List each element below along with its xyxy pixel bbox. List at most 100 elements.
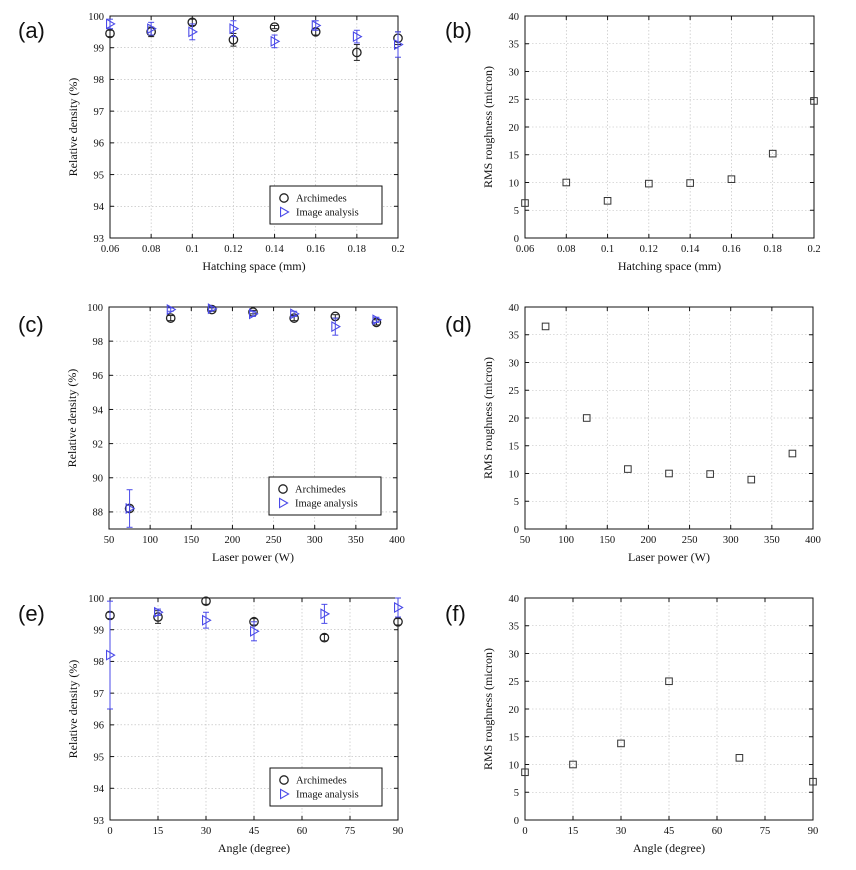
x-tick-label: 45 [249,826,260,837]
y-tick-label: 94 [93,405,104,416]
legend-marker [279,193,289,203]
data-point [106,649,116,661]
x-tick-label: 50 [520,535,531,546]
y-tick-label: 100 [88,594,104,605]
chart-panel-a: (a) 0.06 0.08 0.1 0.12 0.14 0.16 0.18 0.2 93 94 95 9… [18,12,405,273]
legend-box [268,476,382,516]
y-axis-label: Relative density (%) [66,78,80,177]
data-point [269,22,280,32]
y-tick-label: 15 [509,733,520,744]
y-axis-label: Relative density (%) [66,660,80,759]
legend-marker [280,788,290,800]
data-point [706,470,714,478]
y-axis-label: Relative density (%) [65,369,79,468]
x-tick-label: 250 [266,535,282,546]
panel-label: (e) [18,601,45,626]
legend: Archimedes Image analysis [269,185,383,225]
x-tick-label: 0.14 [265,244,284,255]
y-tick-label: 30 [509,358,520,369]
y-tick-label: 30 [509,67,520,78]
y-tick-label: 10 [509,178,520,189]
x-tick-label: 30 [616,826,627,837]
x-tick-label: 0.2 [391,244,404,255]
data-point [665,677,673,686]
data-point [249,308,259,320]
y-tick-label: 25 [509,677,520,688]
chart-panel-c: (c) 50 100 150 200 250 300 350 400 88 90 92 94 96 98 10… [18,303,405,564]
data-point [202,614,212,626]
x-tick-label: 50 [104,535,115,546]
legend: Archimedes Image analysis [269,767,383,807]
y-tick-label: 35 [509,40,520,51]
x-tick-label: 30 [201,826,212,837]
x-tick-label: 75 [345,826,356,837]
data-point [603,197,612,205]
legend-box [269,185,383,225]
data-point [166,304,177,316]
data-point [747,475,756,484]
legend-entry: Image analysis [295,499,358,510]
y-tick-label: 96 [93,371,104,382]
y-tick-label: 92 [93,439,104,450]
x-tick-label: 100 [142,535,158,546]
data-point [541,322,550,331]
x-tick-label: 350 [764,535,780,546]
data-point [521,768,529,777]
data-point [188,26,198,38]
series-square [521,677,817,786]
series-triangle-right [106,18,404,58]
y-axis-label: RMS roughness (micron) [481,66,495,188]
panel-label: (c) [18,312,44,337]
data-point [768,149,777,158]
x-tick-label: 15 [568,826,579,837]
chart-panel-e: (e) 0 15 30 45 60 75 90 93 94 95 96 97 98 99 100 Angle (… [18,594,404,855]
y-tick-label: 35 [509,622,520,633]
data-point [735,754,744,762]
data-point [809,777,817,786]
y-tick-label: 96 [94,721,105,732]
data-point [125,502,136,515]
legend-box [269,767,383,807]
y-tick-label: 40 [509,594,520,605]
data-point [352,47,362,58]
legend-entry: Archimedes [295,485,346,496]
legend: Archimedes Image analysis [268,476,382,516]
x-tick-label: 0.06 [101,244,119,255]
data-point [352,31,363,43]
x-tick-label: 150 [599,535,615,546]
y-tick-label: 93 [94,234,105,245]
y-tick-label: 100 [88,12,104,23]
plot-frame [109,15,399,239]
y-tick-label: 5 [514,206,519,217]
panel-label: (f) [445,601,466,626]
data-point [394,38,404,51]
legend-marker [280,206,290,218]
legend-marker [279,497,289,509]
x-axis-label: Laser power (W) [212,550,294,564]
data-point [105,28,115,39]
x-tick-label: 0 [107,826,112,837]
x-tick-label: 0.06 [516,244,534,255]
x-tick-label: 0.2 [807,244,820,255]
x-tick-label: 0.12 [640,244,658,255]
data-point [106,18,116,30]
x-tick-label: 15 [153,826,164,837]
x-tick-label: 0.18 [764,244,782,255]
chart-panel-b: (b) 0.06 0.08 0.1 0.12 0.14 0.16 0.18 0.2 0 5 10 15 2… [445,12,821,273]
x-tick-label: 350 [348,535,364,546]
data-point [569,760,577,769]
x-tick-label: 0.14 [681,244,700,255]
x-tick-label: 60 [712,826,723,837]
y-tick-label: 88 [93,508,104,519]
y-tick-label: 0 [514,816,519,827]
y-tick-label: 99 [94,626,105,637]
data-point [165,313,176,323]
series-square [541,322,797,484]
y-tick-label: 10 [509,760,520,771]
y-tick-label: 35 [509,331,520,342]
y-tick-label: 97 [94,107,105,118]
legend-entry: Archimedes [296,194,347,205]
y-tick-label: 25 [509,386,520,397]
data-point [229,23,240,35]
x-tick-label: 0.16 [722,244,740,255]
